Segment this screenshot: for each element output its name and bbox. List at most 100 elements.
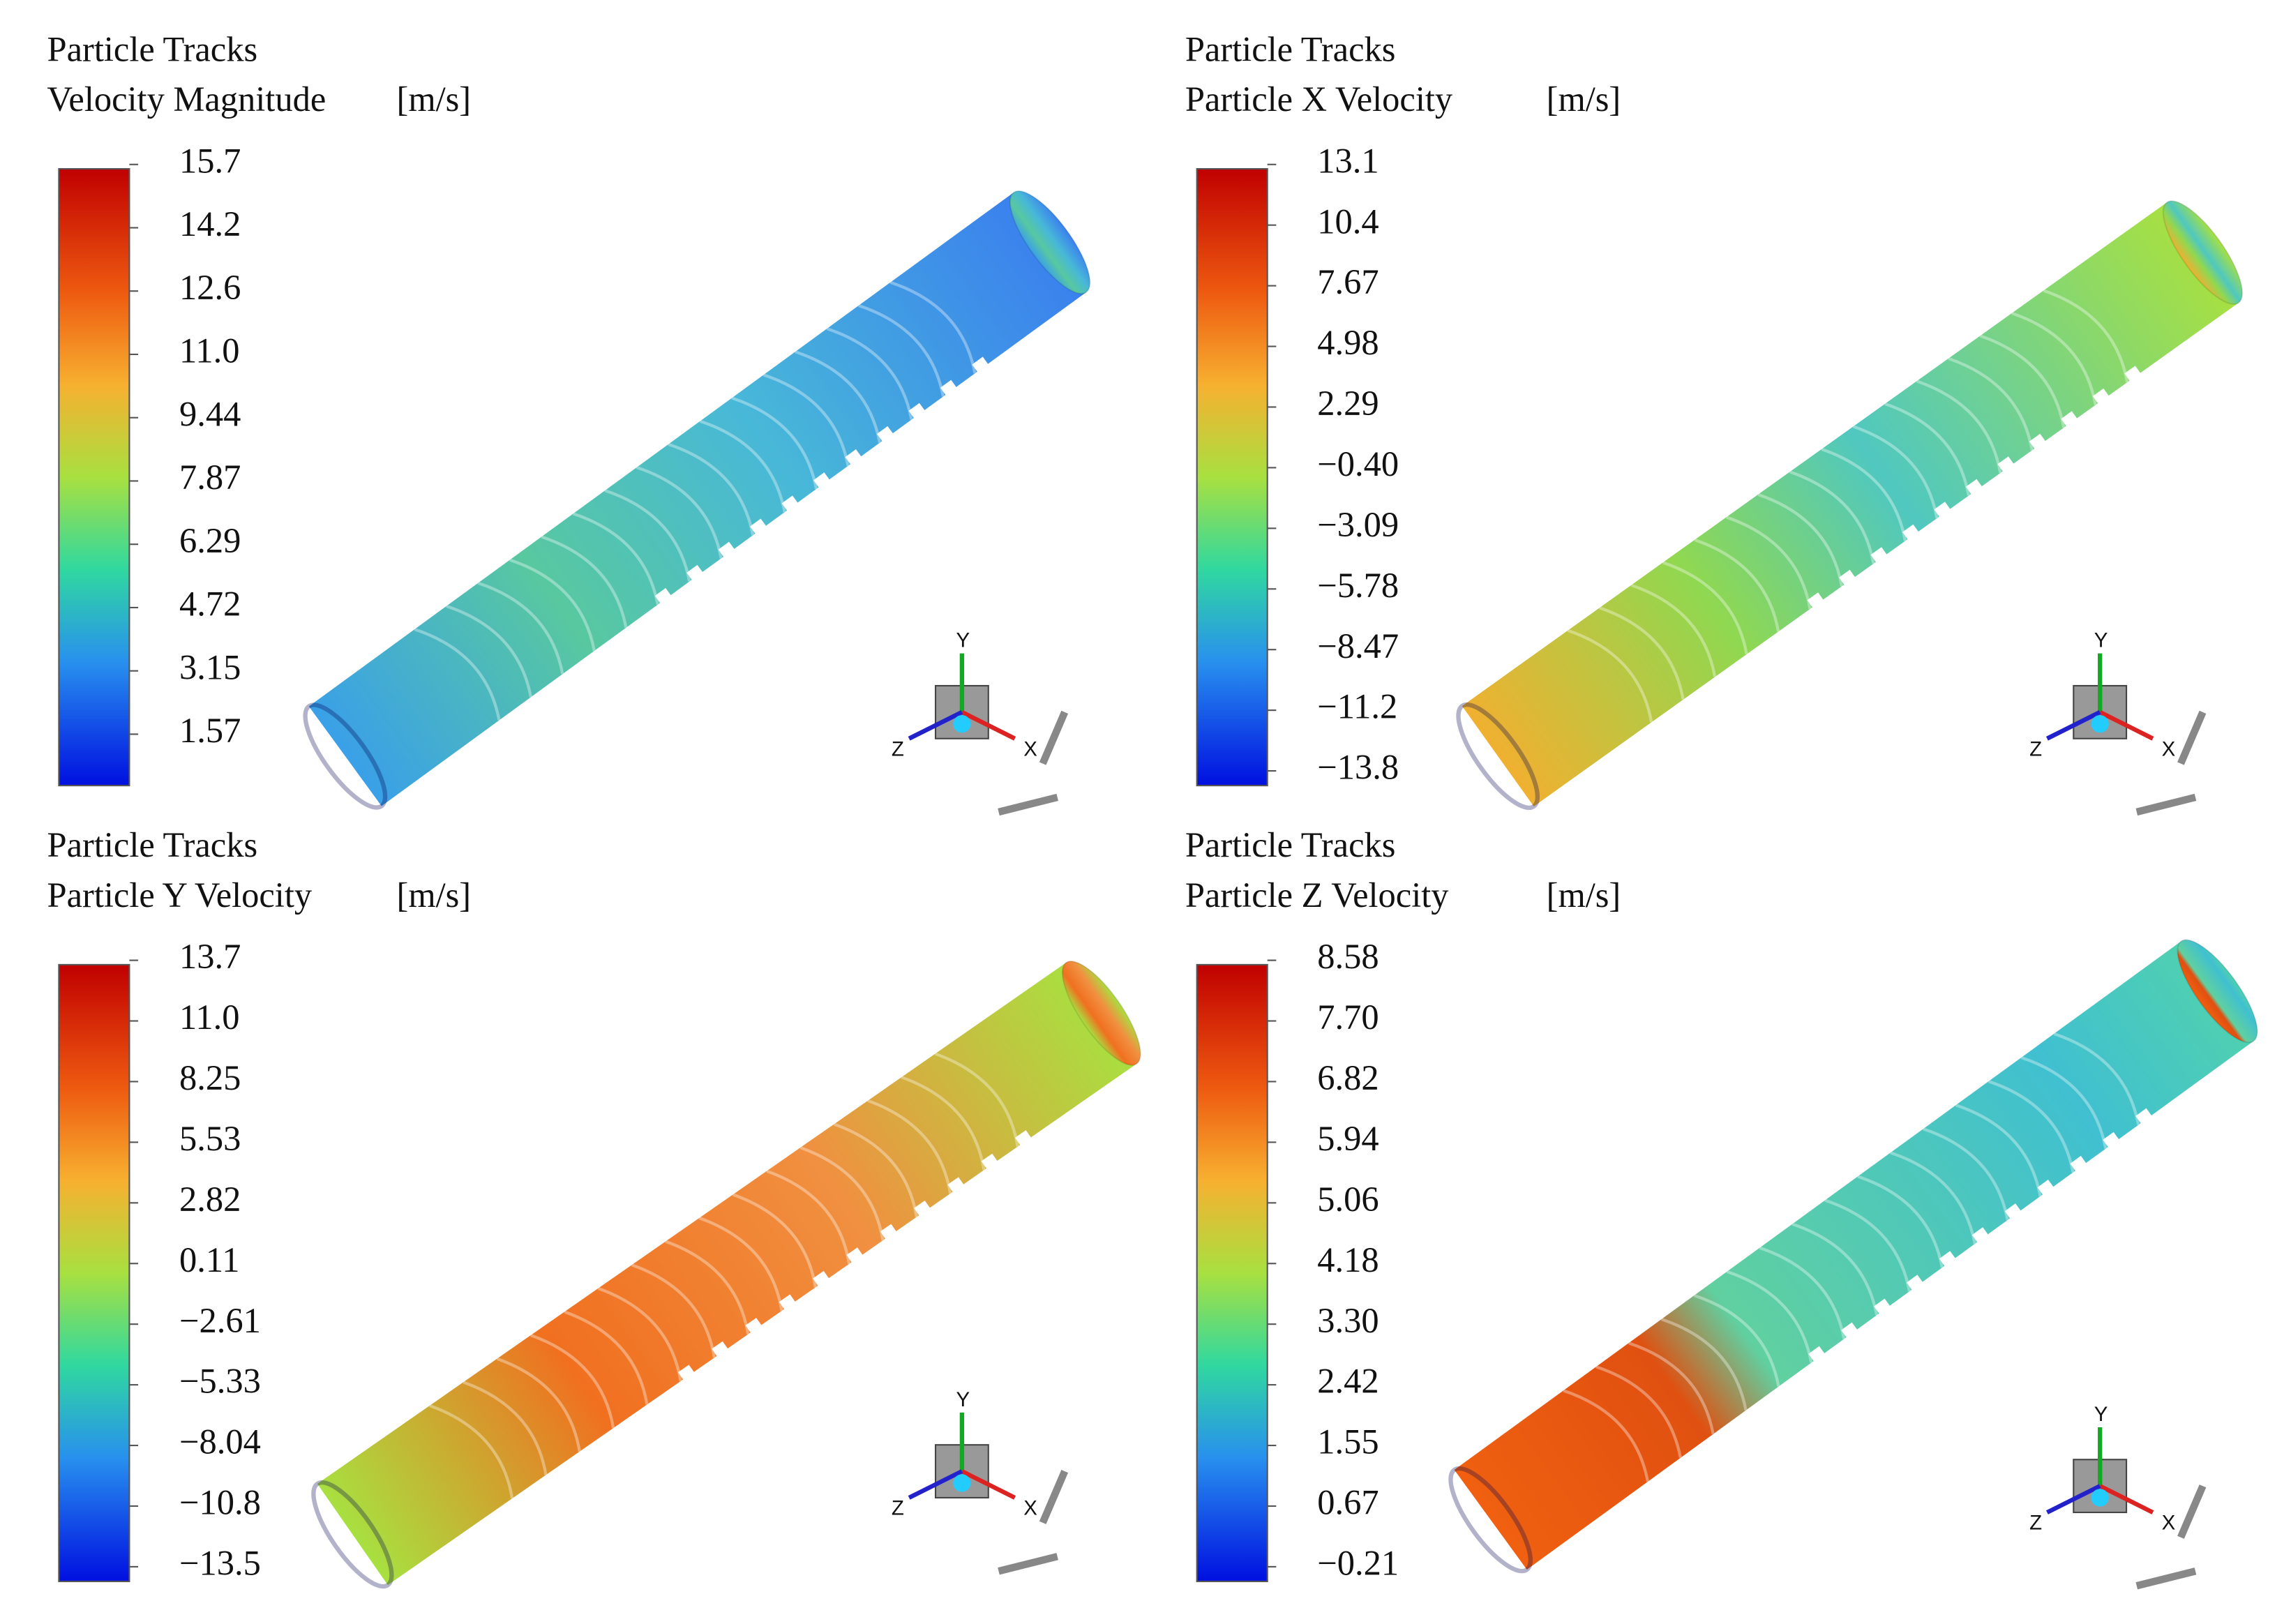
swirl-line [867,1099,952,1194]
swirl-line [1599,606,1685,700]
triad-z [2045,1484,2101,1514]
swirl-line [1789,470,1875,564]
colorbar-label: 8.58 [1317,937,1379,976]
colorbar-label: 6.82 [1317,1058,1379,1097]
slot [2061,411,2078,428]
legend-title: Particle Tracks [1185,825,1396,864]
legend-variable: Velocity Magnitude [47,80,326,119]
slot [914,1200,931,1217]
slot [2037,1179,2055,1196]
panel: Particle Tracks Particle Y Velocity [m/s] 1… [47,825,1141,1589]
slot [1902,524,1920,541]
axis-triad: X Y Z [2029,629,2207,816]
triad-label: X [1023,737,1037,760]
panel: Particle Tracks Particle X Velocity [m/s] 1… [1185,29,2244,816]
triad-center [2091,1489,2109,1507]
triad-label: Y [956,629,970,652]
slot [845,449,862,466]
legend-unit: [m/s] [397,80,472,119]
colorbar-label: 8.25 [179,1058,241,1097]
colorbar [58,168,130,787]
triad-center [953,715,971,733]
colorbar-label: −8.47 [1317,626,1399,666]
swirl-line [509,558,596,652]
swirl-line [446,604,533,698]
axis-triad: X Y Z [2029,1403,2207,1590]
swirl-line [631,1263,716,1358]
particle-tube [1456,200,2244,811]
swirl-line [1916,379,2002,474]
legend-variable: Particle X Velocity [1185,80,1453,119]
swirl-line [1948,356,2034,451]
slot [2103,1131,2120,1148]
swirl-line [1660,1318,1748,1411]
slot [1934,502,1951,518]
swirl-line [934,1052,1019,1148]
triad-z [908,710,963,741]
triad-label: Z [2029,1512,2042,1535]
swirl-line [826,327,913,420]
slot [1997,456,2015,473]
tube-inlet [1456,702,1540,811]
colorbar-label: 4.98 [1317,323,1379,362]
slot [947,1177,965,1194]
colorbar-label: 5.94 [1317,1119,1379,1158]
rotate-arrow [2135,710,2207,816]
colorbar-label: −0.40 [1317,444,1399,483]
colorbar-label: 11.0 [179,998,240,1037]
swirl-line [889,280,977,374]
swirl-line [731,396,818,490]
triad-label: Z [2029,737,2042,760]
swirl-line [665,1240,750,1335]
swirl-line [1662,561,1748,655]
triad-z [2045,710,2101,741]
swirl-line [1595,1365,1682,1459]
swirl-line [2020,1056,2108,1150]
legend-unit: [m/s] [397,875,472,915]
swirl-line [636,466,723,559]
triad-z [908,1469,963,1500]
tube-inlet [311,1480,394,1589]
tube-body [1454,941,2254,1570]
slot [1939,1251,1956,1268]
slot [1807,592,1824,609]
slot [1874,1298,1891,1315]
triad-label: Y [2094,629,2108,652]
particle-tube [311,960,1141,1589]
colorbar-label: 2.82 [179,1180,241,1219]
colorbar-label: −13.5 [179,1544,261,1583]
slot [2092,388,2110,405]
colorbar-label: 5.53 [179,1119,241,1158]
tube-body [317,962,1137,1586]
triad-label: Z [892,737,904,760]
slot [1808,1346,1826,1362]
colorbar-label: −8.04 [179,1422,261,1461]
slot [880,1224,897,1240]
triad-label: X [1023,1497,1037,1520]
colorbar-label: 7.87 [179,458,241,497]
slot [2135,1108,2153,1125]
swirl-line [1693,1294,1780,1387]
swirl-line [732,1193,818,1288]
triad-center [953,1474,971,1492]
swirl-line [1792,1222,1879,1316]
swirl-line [766,1169,851,1265]
colorbar-label: 5.06 [1317,1180,1379,1219]
triad-x [961,1469,1016,1500]
colorbar-label: 9.44 [179,394,241,433]
swirl-line [530,1334,615,1429]
rotate-arrow [2135,1484,2207,1590]
colorbar-label: 1.57 [179,711,241,750]
swirl-line [477,581,564,675]
panel: Particle Tracks Particle Z Velocity [m/s] 8… [1185,825,2258,1590]
particle-tube [303,190,1091,810]
tube-inlet [303,702,388,810]
tube-end [1061,960,1141,1066]
tube-body [1462,202,2239,806]
swirl-line [858,303,945,397]
swirl-line [668,442,755,536]
slot [1971,1227,1989,1244]
slot [1839,569,1856,586]
